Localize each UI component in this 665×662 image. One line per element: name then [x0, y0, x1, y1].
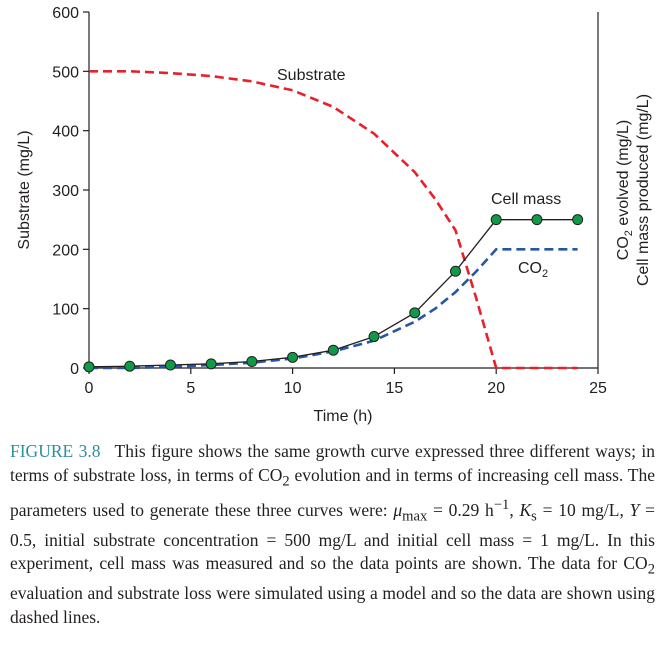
cell-mass-point [246, 355, 258, 367]
x-tick-label: 0 [85, 380, 94, 397]
caption-ks-sub: s [531, 508, 537, 525]
caption-text-4: , [509, 499, 520, 520]
cell-mass-point [449, 265, 461, 277]
x-tick-label: 10 [284, 380, 302, 397]
caption-y: Y [629, 499, 640, 520]
caption-ks: K [519, 499, 532, 520]
x-tick-label: 25 [589, 380, 607, 397]
cell-mass-point [287, 351, 299, 363]
y-axis-title-right-1: CO2 evolved (mg/L) [615, 120, 635, 260]
series-label-co2: CO2 [518, 260, 548, 280]
caption-mu-sub: max [402, 508, 428, 525]
series-label-substrate: Substrate [277, 67, 346, 84]
figure-label: FIGURE 3.8 [10, 441, 101, 461]
y-tick-label: 100 [52, 302, 79, 319]
co2-label-text: CO [518, 260, 542, 277]
y-axis-title-right-rest: evolved (mg/L) [615, 120, 632, 230]
caption-text-6: = 0.5, initial substrate concentration =… [10, 499, 655, 574]
caption-sub-2: 2 [647, 561, 655, 578]
x-tick-label: 20 [487, 380, 505, 397]
caption-text-7: evaluation and substrate loss were simul… [10, 583, 655, 627]
cell-mass-point [124, 360, 136, 372]
co2-label-subscript: 2 [542, 268, 548, 280]
co2-subscript: 2 [623, 230, 635, 236]
y-axis-title-left: Substrate (mg/L) [16, 130, 33, 249]
cell-mass-point [490, 214, 502, 226]
y-tick-label: 0 [70, 361, 79, 378]
caption-text-2: evolution and in terms of increasing cel… [10, 464, 655, 520]
x-tick-label: 15 [386, 380, 404, 397]
caption-sup: −1 [493, 496, 510, 513]
series-layer [83, 70, 584, 373]
cell-mass-point [83, 361, 95, 373]
y-tick-label: 600 [52, 5, 79, 22]
y-tick-label: 400 [52, 124, 79, 141]
x-tick-label: 5 [186, 380, 195, 397]
growth-curve-chart: 0 5 10 15 20 25 0 100 200 300 400 500 600 Time (h) Sub… [16, 5, 652, 425]
series-line-1 [89, 248, 578, 370]
y-tick-label: 300 [52, 183, 79, 200]
caption-text-3: = 0.29 h [427, 499, 494, 520]
co2-text: CO [615, 236, 632, 260]
caption-text-1: This figure shows the same growth curve … [10, 441, 655, 485]
y-tick-label: 500 [52, 64, 79, 81]
series-line-0 [89, 70, 578, 370]
figure-caption: FIGURE 3.8 This figure shows the same gro… [10, 440, 655, 629]
cell-mass-point [572, 214, 584, 226]
cell-mass-point [531, 214, 543, 226]
cell-mass-point [368, 331, 380, 343]
cell-mass-point [205, 358, 217, 370]
y-tick-label: 200 [52, 242, 79, 259]
labels: 0 5 10 15 20 25 0 100 200 300 400 500 600 Time (h) Sub… [16, 5, 652, 425]
caption-sub-1: 2 [282, 473, 290, 490]
series-label-cell-mass: Cell mass [491, 191, 561, 208]
caption-mu: μ [393, 499, 403, 520]
cell-mass-point [409, 307, 421, 319]
cell-mass-point [327, 344, 339, 356]
cell-mass-point [164, 359, 176, 371]
x-axis-title: Time (h) [314, 408, 373, 425]
y-axis-title-right-2: Cell mass produced (mg/L) [635, 94, 652, 286]
caption-text-5: = 10 mg/L, [536, 499, 630, 520]
